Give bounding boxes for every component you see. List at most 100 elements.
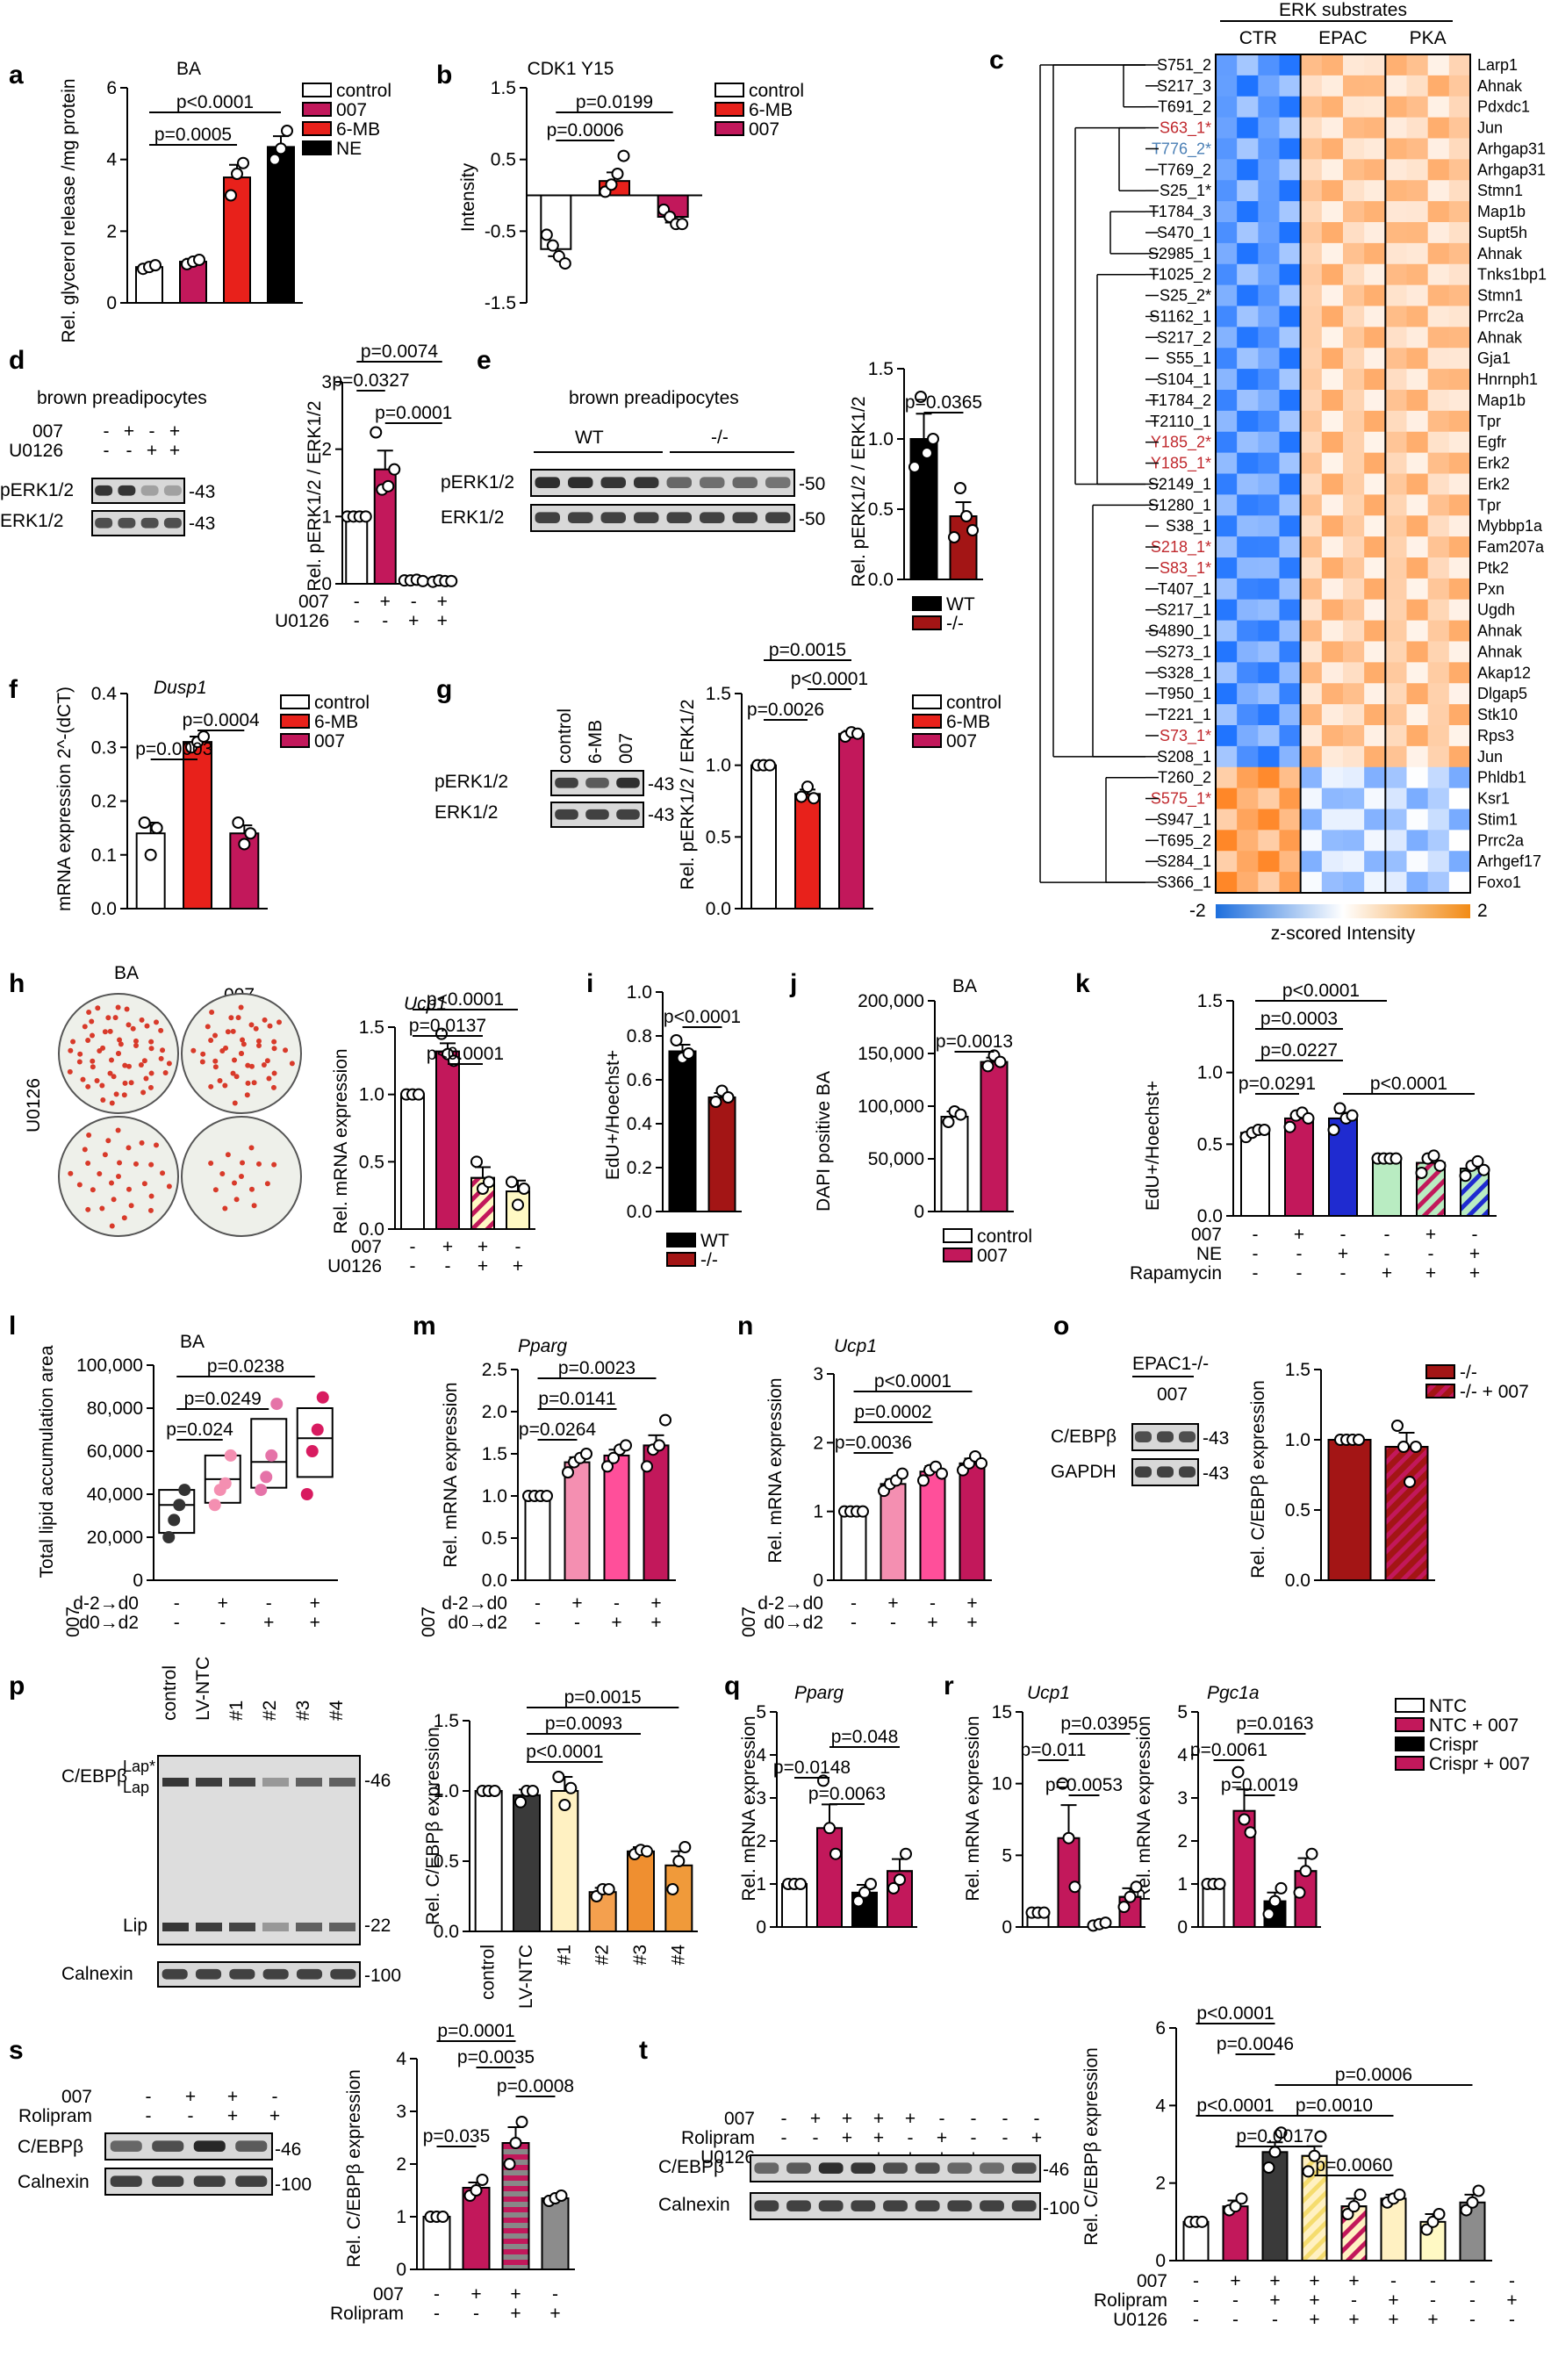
heatmap-cell <box>1406 138 1429 160</box>
z-scale-bar <box>1216 904 1470 918</box>
stain-dot-h <box>118 1041 124 1047</box>
heatmap-cell <box>1385 348 1407 370</box>
sign-s-blot: - <box>146 2087 152 2107</box>
data-point-l <box>162 1531 176 1543</box>
stain-dot-h <box>130 1025 136 1032</box>
sig-t-5-label: p=0.0010 <box>1296 2096 1373 2116</box>
band-label-o: GAPDH <box>1051 1462 1117 1482</box>
y-tick-label-k: 1.5 <box>1197 991 1223 1011</box>
heatmap-cell <box>1237 494 1259 516</box>
sig-j-1-label: p=0.0013 <box>936 1032 1013 1052</box>
stain-dot-h <box>158 1055 164 1061</box>
row-label-t-blot: U0126 <box>700 2147 755 2168</box>
sig-a-1-label: p<0.0001 <box>176 92 254 112</box>
sign-t-bar: + <box>1309 2271 1319 2291</box>
y-axis-label-g: Rel. pERK1/2 / ERK1/2 <box>678 699 698 889</box>
heatmap-cell <box>1321 766 1344 789</box>
x-tick-label-p: #4 <box>668 1945 688 1966</box>
y-tick-label-r: 15 <box>992 1702 1012 1722</box>
heatmap-row-gene: Erk2 <box>1477 475 1510 493</box>
y-axis-label-b: Intensity <box>458 162 478 232</box>
heatmap-cell <box>1385 515 1407 537</box>
data-point-d <box>416 574 429 587</box>
stain-dot-h <box>95 1005 101 1011</box>
heatmap-cell <box>1343 620 1365 642</box>
data-point-n <box>975 1456 987 1470</box>
y-tick-label-m: 1.5 <box>482 1444 507 1464</box>
data-point-q <box>858 1886 871 1899</box>
data-point-t <box>1268 2146 1282 2159</box>
y-tick-label-d: 3 <box>321 372 332 392</box>
band-blot-t-calnexin <box>883 2200 908 2211</box>
panel-label-t: t <box>639 2036 648 2065</box>
band-blot-p-calnexin <box>330 1968 356 1980</box>
sign-k: + <box>1294 1225 1304 1245</box>
data-point-b <box>540 228 553 241</box>
sig-d-3-label: p=0.0001 <box>375 403 452 423</box>
data-point-h <box>512 1198 524 1212</box>
stain-dot-h <box>148 1161 154 1168</box>
data-point-f <box>138 816 151 829</box>
bar-g <box>838 732 865 910</box>
heatmap-cell <box>1364 390 1386 412</box>
y-axis-label-o: Rel. C/EBPβ expression <box>1248 1380 1268 1578</box>
sign-t-bar: + <box>1348 2310 1359 2330</box>
data-point-t <box>1275 2126 1288 2139</box>
data-point-e <box>915 391 927 403</box>
data-point-o <box>1391 1420 1404 1432</box>
heatmap-cell <box>1343 515 1365 537</box>
heatmap-cell <box>1427 222 1450 244</box>
stain-dot-h <box>209 1009 215 1015</box>
heatmap-cell <box>1321 284 1344 306</box>
heatmap-cell <box>1279 138 1302 160</box>
row-label-k: Rapamycin <box>1130 1263 1222 1283</box>
kda-o: -43 <box>1203 1428 1229 1449</box>
heatmap-cell <box>1258 536 1280 558</box>
heatmap-cell <box>1237 327 1259 349</box>
stain-dot-h <box>239 1174 244 1179</box>
heatmap-cell <box>1364 117 1386 139</box>
stain-dot-h <box>76 1182 83 1188</box>
heatmap-cell <box>1258 263 1280 286</box>
heatmap-cell <box>1279 348 1302 370</box>
stain-dot-h <box>267 1023 273 1029</box>
legend-swatch-a <box>302 102 332 117</box>
stain-dot-h <box>248 1022 255 1028</box>
data-point-h <box>506 1176 518 1189</box>
heatmap-cell <box>1343 787 1365 809</box>
bar-d <box>345 515 369 585</box>
heatmap-cell <box>1237 263 1259 286</box>
heatmap-cell <box>1343 117 1365 139</box>
heatmap-row-site: S1280_1 <box>1148 496 1211 514</box>
data-point-b <box>605 178 618 191</box>
heatmap-cell <box>1364 809 1386 830</box>
heatmap-cell <box>1216 410 1238 433</box>
heatmap-row-gene: Tpr <box>1477 413 1501 430</box>
data-point-k <box>1389 1152 1403 1165</box>
heatmap-cell <box>1279 369 1302 391</box>
data-point-n <box>896 1467 908 1480</box>
stain-dot-h <box>99 1082 105 1089</box>
data-point-t <box>1433 2208 1446 2220</box>
sign-t-blot: - <box>1002 2109 1009 2129</box>
data-point-a <box>237 156 249 169</box>
stain-dot-h <box>76 1059 83 1065</box>
sign-t-blot: - <box>939 2109 945 2129</box>
sign-n: + <box>966 1613 977 1633</box>
sign-l: + <box>310 1613 320 1633</box>
heatmap-cell <box>1364 306 1386 327</box>
sign-t-bar: + <box>1269 2271 1280 2291</box>
band-label-t: C/EBPβ <box>658 2157 724 2177</box>
heatmap-cell <box>1216 620 1238 642</box>
title-a: BA <box>176 59 201 79</box>
heatmap-cell <box>1300 117 1323 139</box>
sign-t-blot: - <box>908 2128 914 2148</box>
kda-p: -22 <box>364 1916 391 1936</box>
stain-dot-h <box>264 1058 270 1064</box>
bar-j <box>940 1116 969 1212</box>
heatmap-cell <box>1216 745 1238 768</box>
band-blot-g-erk <box>585 809 609 820</box>
data-point-r <box>1275 1881 1288 1895</box>
y-tick-label-b: -0.5 <box>485 221 516 241</box>
band-blot-g-perk <box>555 777 578 788</box>
